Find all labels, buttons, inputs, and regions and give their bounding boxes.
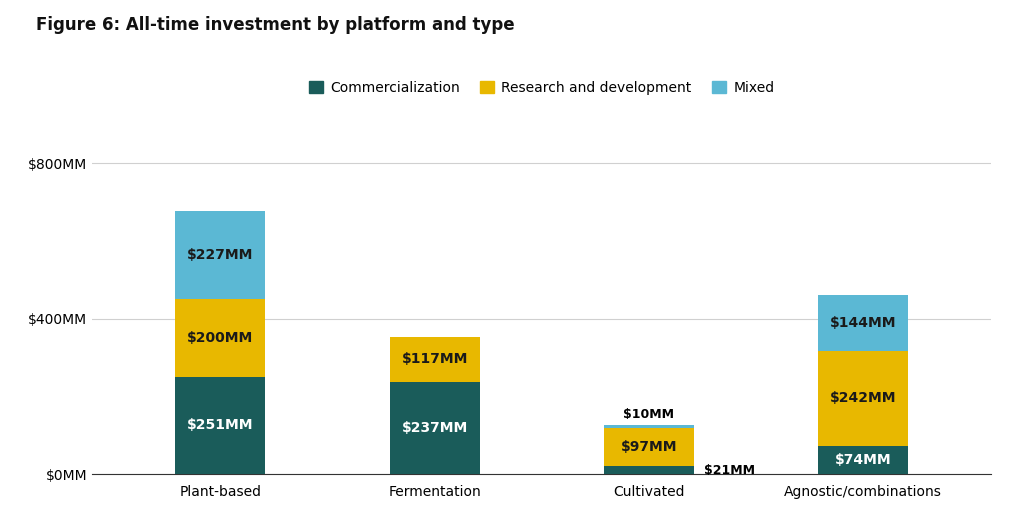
Bar (818, 352, 908, 445)
Text: $227MM: $227MM (187, 248, 253, 262)
Text: $117MM: $117MM (402, 353, 468, 366)
Text: $237MM: $237MM (402, 421, 468, 435)
Text: $10MM: $10MM (623, 408, 675, 422)
Bar (389, 382, 479, 474)
Bar (818, 445, 908, 474)
Bar (604, 428, 694, 466)
Text: $242MM: $242MM (830, 392, 896, 405)
Bar (389, 337, 479, 382)
Bar (818, 295, 908, 352)
Legend: Commercialization, Research and development, Mixed: Commercialization, Research and developm… (304, 75, 780, 101)
Bar (176, 211, 266, 299)
Text: $251MM: $251MM (187, 418, 253, 433)
Text: $21MM: $21MM (704, 464, 755, 477)
Bar (604, 425, 694, 428)
Text: $144MM: $144MM (830, 316, 896, 330)
Bar (176, 377, 266, 474)
Text: $74MM: $74MM (835, 453, 891, 467)
Bar (176, 299, 266, 377)
Text: $200MM: $200MM (187, 331, 253, 345)
Text: $97MM: $97MM (620, 440, 677, 454)
Text: Figure 6: All-time investment by platform and type: Figure 6: All-time investment by platfor… (36, 16, 514, 34)
Bar (604, 466, 694, 474)
